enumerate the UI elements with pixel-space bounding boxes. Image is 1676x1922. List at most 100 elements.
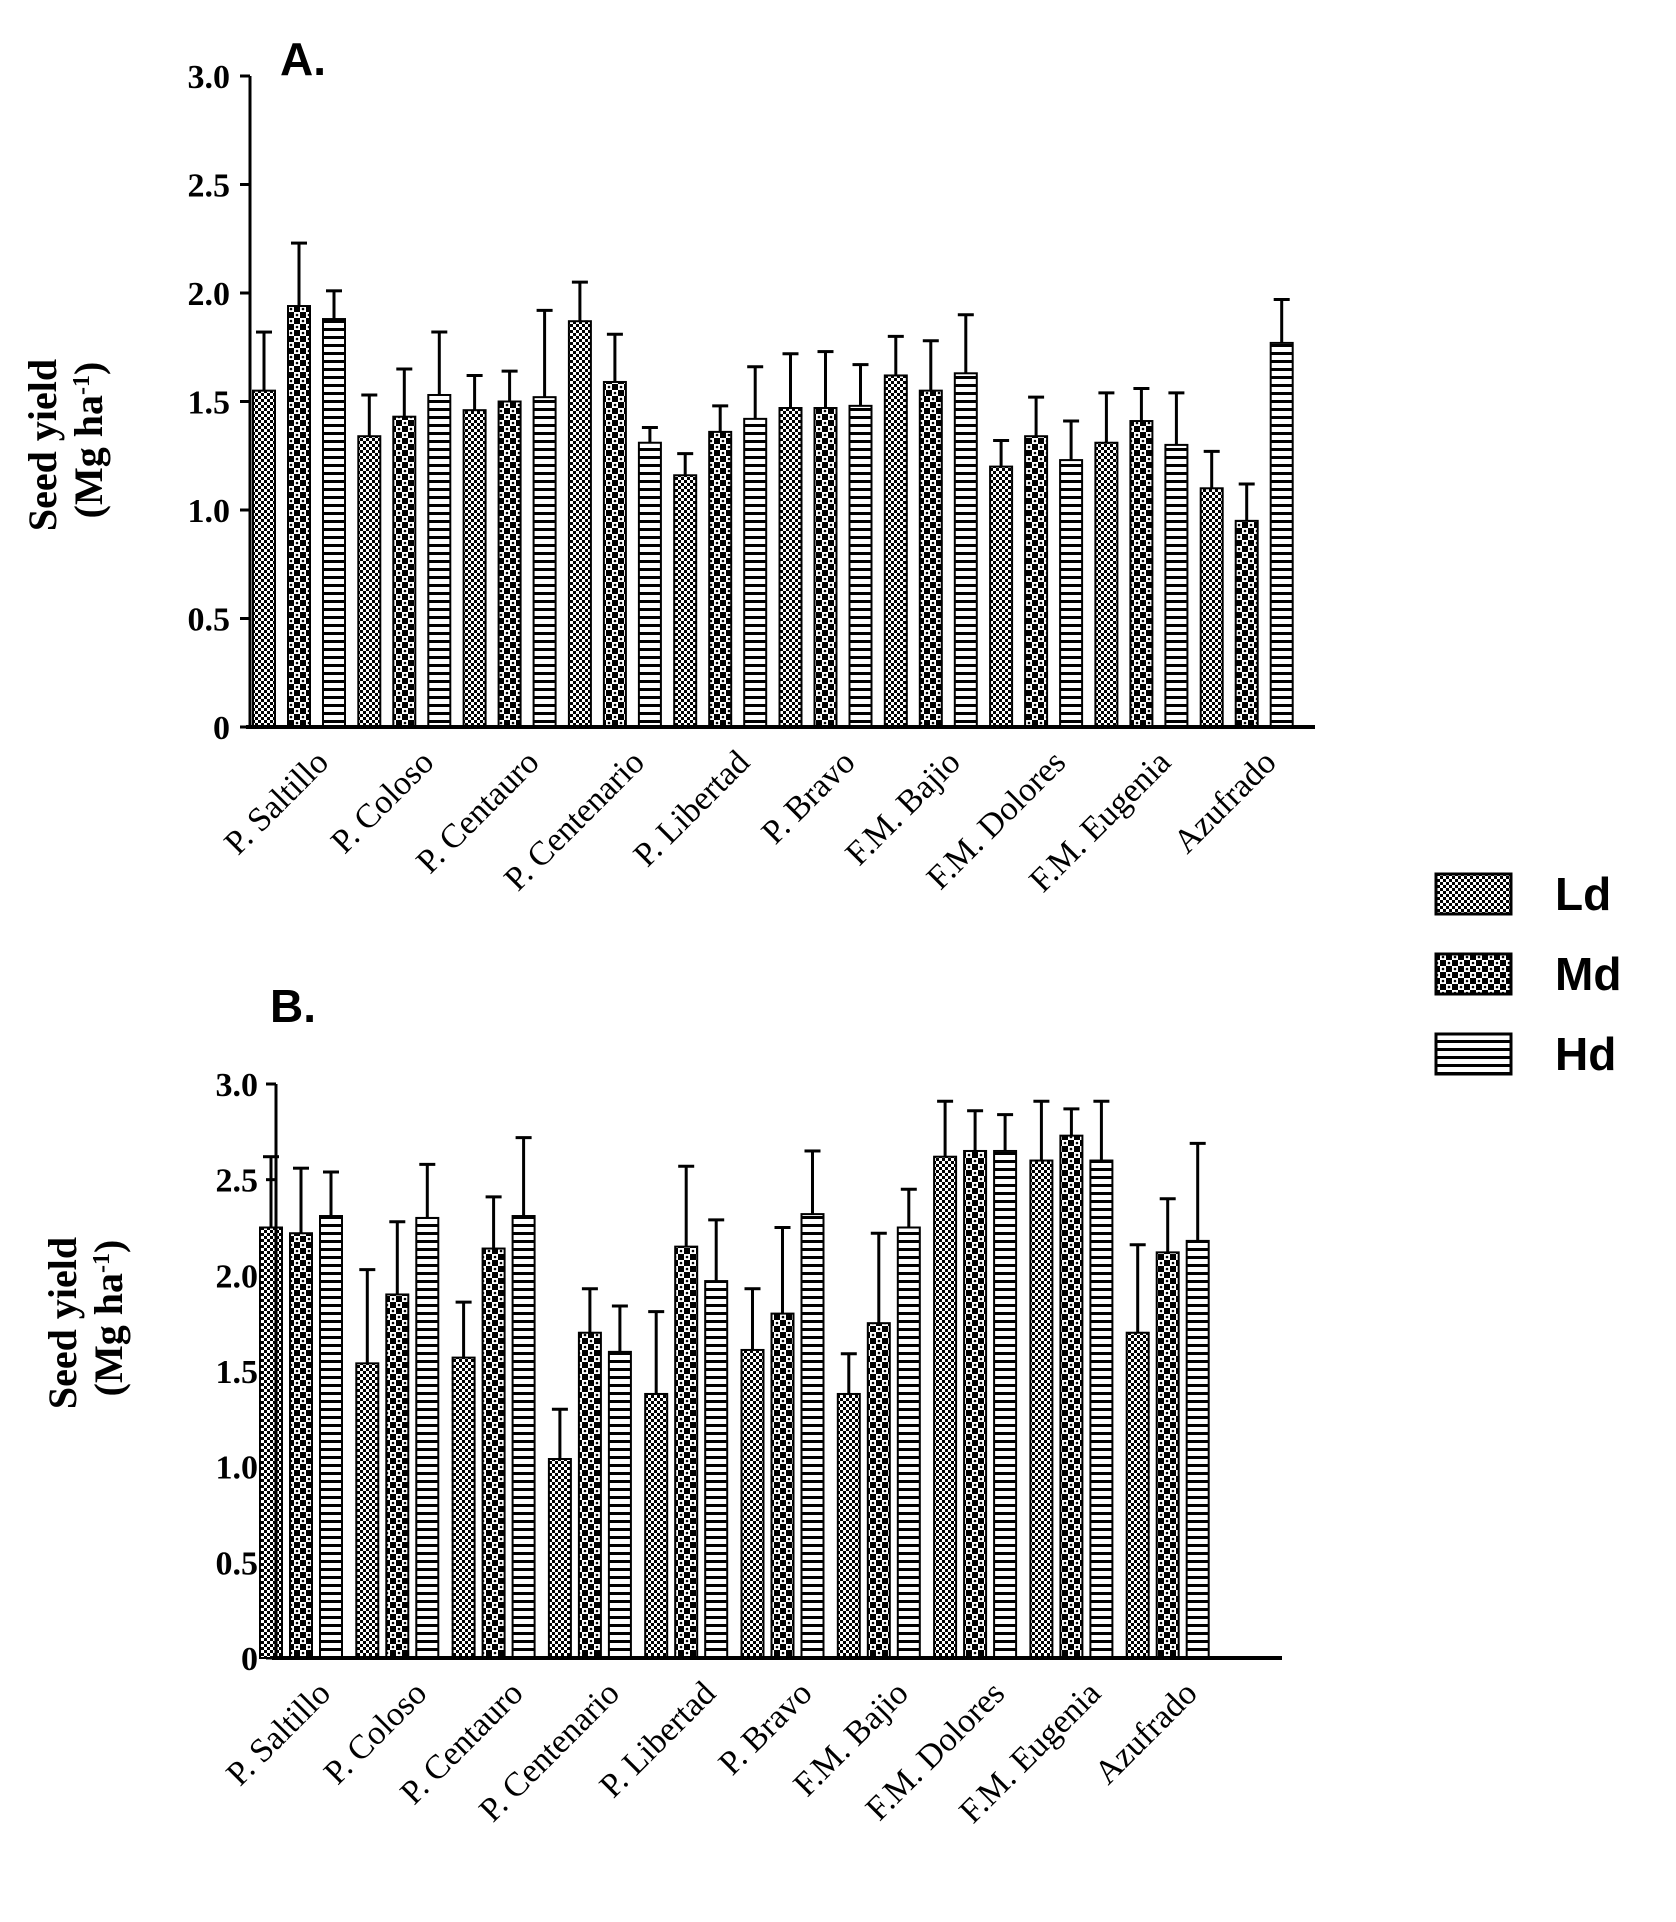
bar-ld xyxy=(740,1348,765,1660)
y-tick-label: 1.5 xyxy=(216,1354,259,1391)
bar-hd xyxy=(1269,341,1294,728)
legend-label-ld: Ld xyxy=(1555,868,1611,920)
bar-hd xyxy=(1089,1159,1114,1659)
legend-swatch-hd xyxy=(1434,1032,1513,1076)
error-bar-hd xyxy=(1189,1141,1206,1241)
bar-hd xyxy=(607,1350,632,1660)
x-tick-label: P. Libertad xyxy=(627,744,757,874)
bar-hd xyxy=(743,417,768,728)
bar-series xyxy=(259,1099,1210,1660)
chart-panel-b: B. Seed yield (Mg ha-1) 0 0.5 1.0 1.5 2.0 2.5… xyxy=(40,980,1282,1831)
y-axis-title-line1: Seed yield xyxy=(20,359,65,531)
axis-lines xyxy=(246,76,1315,729)
bar-md xyxy=(602,380,627,728)
y-axis-title: Seed yield (Mg ha-1) xyxy=(40,1227,131,1409)
bar-hd xyxy=(322,318,346,728)
y-axis-title-line2: (Mg ha-1) xyxy=(66,362,111,519)
y-tick-label: 2.0 xyxy=(216,1258,259,1295)
error-bar-ld xyxy=(782,352,799,409)
x-tick-label: P. Saltillo xyxy=(220,1675,338,1793)
bar-series xyxy=(252,241,1294,728)
error-bar-hd xyxy=(1168,391,1185,445)
y-tick-label: 2.0 xyxy=(188,276,231,313)
error-bar-ld xyxy=(571,280,588,322)
bar-hd xyxy=(1185,1239,1210,1659)
error-bar-ld xyxy=(1129,1243,1146,1333)
error-bar-ld xyxy=(1033,1099,1050,1161)
chart-panel-a: A. Seed yield (Mg ha-1) 0 0.5 1.0 1.5 2.0 2.5… xyxy=(20,33,1315,900)
y-tick-label: 1.0 xyxy=(216,1450,259,1487)
error-bar-ld xyxy=(648,1310,665,1394)
y-tick-label: 2.5 xyxy=(216,1163,259,1200)
legend-label-hd: Hd xyxy=(1555,1028,1616,1080)
x-tick-label: P. Saltillo xyxy=(218,744,336,862)
error-bar-hd xyxy=(536,308,553,398)
bar-md xyxy=(577,1331,602,1659)
y-tick-label: 3.0 xyxy=(188,59,231,96)
y-axis-title-line1: Seed yield xyxy=(40,1237,85,1409)
error-bar-md xyxy=(817,350,834,409)
error-bar-ld xyxy=(551,1407,568,1460)
bar-ld xyxy=(547,1458,572,1659)
bar-md xyxy=(385,1293,410,1659)
error-bar-hd xyxy=(611,1304,628,1352)
error-bar-hd xyxy=(852,363,869,406)
error-bar-md xyxy=(1238,482,1255,521)
y-axis: 0 0.5 1.0 1.5 2.0 2.5 3.0 xyxy=(188,59,250,747)
error-bar-ld xyxy=(677,452,694,476)
error-bar-ld xyxy=(466,373,483,411)
error-bar-ld xyxy=(1203,449,1220,489)
bar-md xyxy=(674,1245,699,1659)
bar-hd xyxy=(532,396,557,728)
bar-hd xyxy=(511,1215,536,1660)
bar-hd xyxy=(427,393,452,728)
bar-md xyxy=(497,400,522,728)
y-axis-unit-exponent: -1 xyxy=(69,375,95,395)
error-bar-md xyxy=(291,241,307,307)
error-bar-hd xyxy=(1063,419,1080,461)
bar-ld xyxy=(1125,1331,1150,1659)
bar-hd xyxy=(896,1226,921,1659)
bar-ld xyxy=(462,409,487,728)
error-bar-ld xyxy=(993,439,1010,467)
y-tick-label: 0.5 xyxy=(188,602,231,639)
x-tick-label: Azufrado xyxy=(1088,1675,1205,1792)
error-bar-md xyxy=(389,1220,406,1295)
error-bar-md xyxy=(501,369,518,402)
error-bar-ld xyxy=(840,1352,857,1394)
error-bar-md xyxy=(1028,395,1045,437)
bar-hd xyxy=(1164,443,1189,728)
panel-label: B. xyxy=(270,980,316,1032)
error-bar-hd xyxy=(323,1170,339,1217)
bar-hd xyxy=(704,1280,729,1660)
bar-md xyxy=(963,1149,988,1659)
y-tick-label: 0.5 xyxy=(216,1545,259,1582)
legend: Ld Md Hd xyxy=(1434,868,1621,1080)
bar-md xyxy=(1155,1251,1180,1659)
bar-ld xyxy=(357,435,382,728)
bar-hd xyxy=(800,1213,825,1660)
bar-ld xyxy=(1094,441,1119,728)
bar-md xyxy=(287,305,311,728)
error-bar-ld xyxy=(361,393,378,437)
y-tick-label: 3.0 xyxy=(216,1067,259,1104)
y-tick-label: 2.5 xyxy=(188,168,231,205)
bar-md xyxy=(481,1247,506,1659)
y-axis-unit-exponent: -1 xyxy=(89,1253,115,1273)
error-bar-md xyxy=(922,339,939,391)
bar-ld xyxy=(836,1392,861,1659)
error-bar-ld xyxy=(887,334,904,376)
bar-hd xyxy=(637,441,662,728)
error-bar-md xyxy=(396,367,413,417)
y-axis-title: Seed yield (Mg ha-1) xyxy=(20,349,111,531)
error-bar-hd xyxy=(957,313,974,374)
bar-md xyxy=(1129,420,1154,728)
panel-label: A. xyxy=(280,33,326,85)
bar-md xyxy=(1234,519,1259,728)
bar-md xyxy=(708,430,733,728)
bar-hd xyxy=(319,1215,343,1660)
y-axis-unit: (Mg ha xyxy=(66,395,111,518)
error-bar-md xyxy=(606,332,623,382)
